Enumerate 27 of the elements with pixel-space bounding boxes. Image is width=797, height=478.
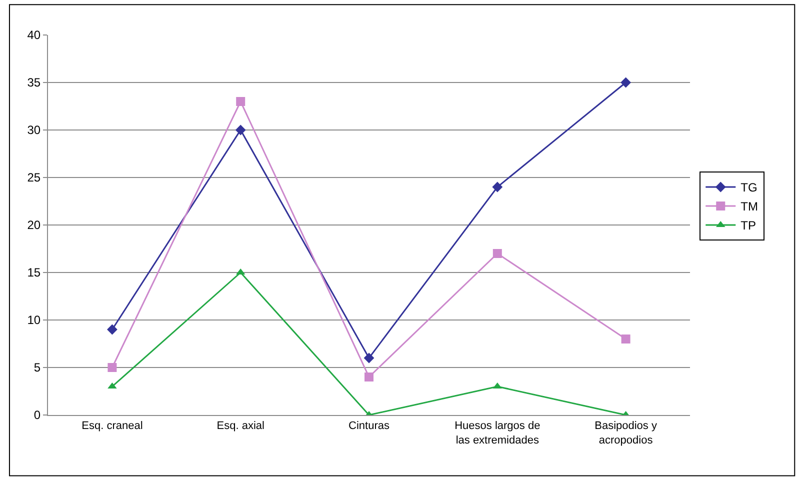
point [236, 97, 246, 106]
point [235, 124, 246, 136]
point [107, 324, 118, 335]
x-tick-label: Cinturas [348, 420, 390, 432]
x-tick-label: Huesos largos de las extremidades [454, 420, 540, 446]
y-tick-label: 20 [27, 218, 41, 232]
y-tick-label: 30 [27, 123, 41, 138]
y-tick-label: 0 [34, 408, 41, 422]
y-tick-label: 35 [27, 76, 41, 90]
point [621, 334, 630, 344]
y-tick-label: 25 [27, 170, 41, 185]
point [492, 249, 502, 258]
legend-label: TM [740, 200, 758, 214]
point [492, 182, 503, 192]
point [620, 77, 631, 88]
point [108, 363, 117, 372]
x-tick-label: Basipodios y acropodios [594, 420, 658, 446]
legend-label: TP [740, 218, 756, 233]
point [364, 352, 374, 364]
y-tick-label: 10 [27, 313, 41, 328]
y-tick-label: 15 [27, 266, 41, 280]
x-tick-label: Esq. axial [216, 420, 264, 432]
y-tick-label: 40 [27, 28, 41, 42]
point [364, 372, 374, 382]
x-tick-label: Esq. craneal [82, 420, 143, 432]
legend-label: TG [740, 180, 758, 195]
y-tick-label: 5 [34, 360, 41, 375]
